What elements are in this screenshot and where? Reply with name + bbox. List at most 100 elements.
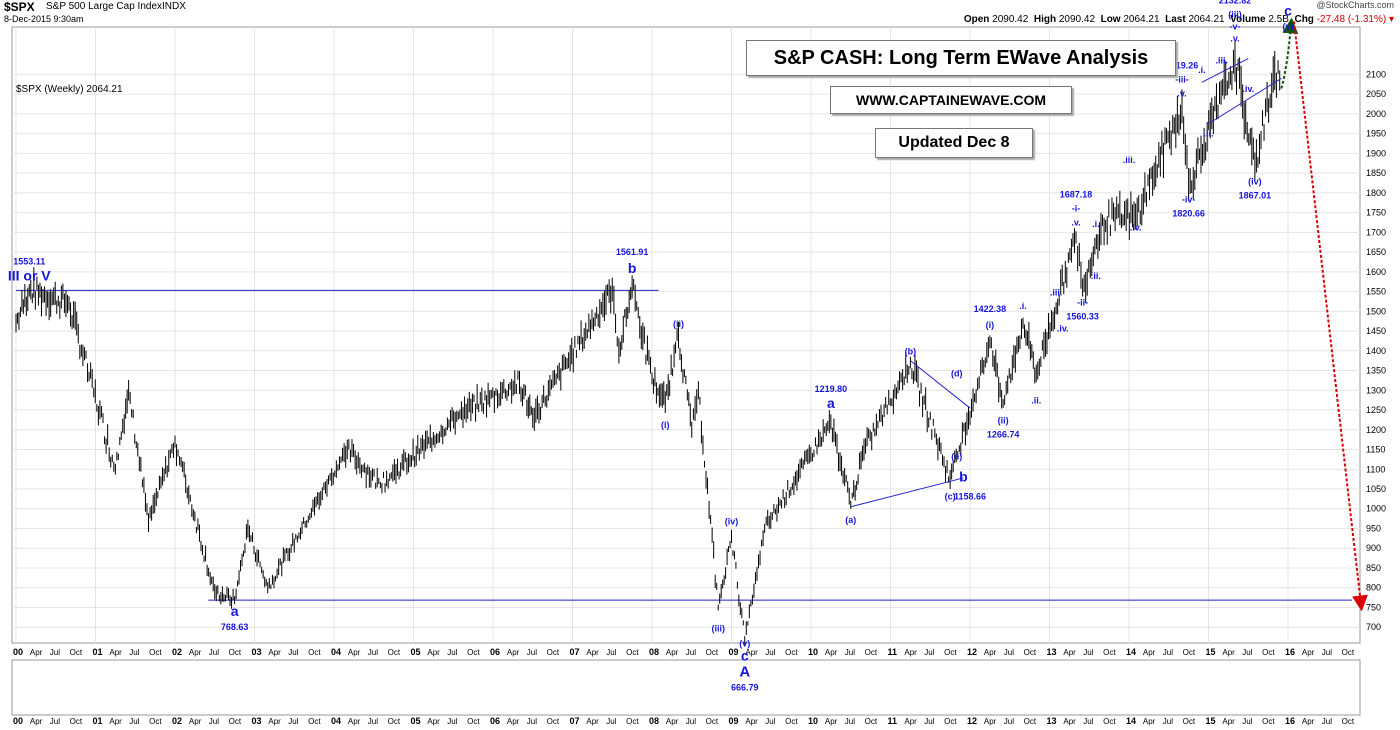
x-month-label: Oct xyxy=(785,648,798,657)
high-label: High xyxy=(1033,14,1057,25)
wave-label: b xyxy=(628,260,637,276)
x-year-label: 03 xyxy=(252,716,262,726)
y-tick-label: 1600 xyxy=(1366,267,1386,277)
wave-label: (iii) xyxy=(1228,9,1242,19)
x-month-label: Jul xyxy=(288,717,298,726)
x-month-label: Oct xyxy=(865,648,878,657)
x-year-label: 06 xyxy=(490,647,500,657)
y-tick-label: 1150 xyxy=(1366,445,1385,455)
x-axis: 00 Apr Jul Oct 01 Apr Jul Oct 02 Apr Jul Oct 03 Apr Ju… xyxy=(13,647,1355,726)
x-month-label: Apr xyxy=(427,648,440,657)
x-month-label: Oct xyxy=(547,648,560,657)
x-month-label: Oct xyxy=(944,717,957,726)
index-name: S&P 500 Large Cap Index xyxy=(46,1,163,12)
x-month-label: Apr xyxy=(586,648,599,657)
wave-label: III or V xyxy=(8,267,51,283)
wave-label: -i- xyxy=(1072,203,1081,213)
y-tick-label: 1950 xyxy=(1366,129,1386,139)
x-year-label: 12 xyxy=(967,647,977,657)
wave-label: .iv. xyxy=(1242,84,1254,94)
wave-label: .ii. xyxy=(1091,271,1101,281)
volume-label: Volume xyxy=(1230,14,1266,25)
x-month-label: Jul xyxy=(1083,717,1093,726)
wave-label: (e) xyxy=(951,451,962,461)
x-year-label: 15 xyxy=(1206,647,1216,657)
wave-label: 2019.26 xyxy=(1166,60,1199,70)
x-year-label: 04 xyxy=(331,716,341,726)
y-tick-label: 1450 xyxy=(1366,326,1386,336)
last-label: Last xyxy=(1165,14,1186,25)
x-month-label: Oct xyxy=(1103,648,1116,657)
x-month-label: Jul xyxy=(129,648,139,657)
x-month-label: Apr xyxy=(745,717,758,726)
x-month-label: Jul xyxy=(50,717,60,726)
x-year-label: 09 xyxy=(729,647,739,657)
low-value: 2064.21 xyxy=(1123,14,1160,25)
trendline xyxy=(910,360,971,409)
wave-label: 1422.38 xyxy=(974,304,1007,314)
wave-label: A xyxy=(739,663,750,680)
wave-label: .ii. xyxy=(1203,129,1213,139)
wave-label: (iii) xyxy=(712,623,726,633)
x-month-label: Apr xyxy=(904,648,917,657)
x-month-label: Oct xyxy=(1262,717,1275,726)
x-month-label: Apr xyxy=(745,648,758,657)
wave-label: .iii. xyxy=(1050,287,1063,297)
y-tick-label: 700 xyxy=(1366,622,1381,632)
x-month-label: Jul xyxy=(845,648,855,657)
x-month-label: Apr xyxy=(666,717,679,726)
x-year-label: 14 xyxy=(1126,716,1136,726)
wave-label: .ii. xyxy=(1031,395,1041,405)
x-year-label: 06 xyxy=(490,716,500,726)
wave-label: (b) xyxy=(905,347,917,357)
x-year-label: 16 xyxy=(1285,647,1295,657)
y-tick-label: 1850 xyxy=(1366,168,1386,178)
y-tick-label: 1300 xyxy=(1366,385,1386,395)
wave-label: (i) xyxy=(986,320,995,330)
x-month-label: Jul xyxy=(765,717,775,726)
y-tick-label: 2000 xyxy=(1366,109,1386,119)
x-month-label: Apr xyxy=(268,717,281,726)
x-month-label: Apr xyxy=(348,648,361,657)
x-month-label: Oct xyxy=(1103,717,1116,726)
gridlines xyxy=(12,27,1360,643)
x-month-label: Oct xyxy=(70,717,83,726)
x-month-label: Oct xyxy=(388,648,401,657)
title-box: S&P CASH: Long Term EWave Analysis xyxy=(746,40,1176,76)
source-link[interactable]: @StockCharts.com xyxy=(1316,0,1394,10)
x-month-label: Oct xyxy=(70,648,83,657)
wave-label: a xyxy=(827,395,835,411)
y-tick-label: 750 xyxy=(1366,602,1381,612)
volume-value: 2.5B xyxy=(1268,14,1289,25)
x-month-label: Apr xyxy=(348,717,361,726)
wave-label: .v. xyxy=(1177,88,1186,98)
x-month-label: Jul xyxy=(1322,648,1332,657)
x-year-label: 13 xyxy=(1047,647,1057,657)
x-month-label: Oct xyxy=(1342,717,1355,726)
x-month-label: Oct xyxy=(1024,717,1037,726)
x-month-label: Jul xyxy=(447,648,457,657)
wave-label: .i. xyxy=(1019,301,1027,311)
x-month-label: Jul xyxy=(1163,717,1173,726)
x-month-label: Apr xyxy=(1222,717,1235,726)
x-month-label: Oct xyxy=(1342,648,1355,657)
wave-label: b xyxy=(959,468,968,484)
x-month-label: Oct xyxy=(467,648,480,657)
x-month-label: Jul xyxy=(606,717,616,726)
x-month-label: Oct xyxy=(1262,648,1275,657)
x-month-label: Jul xyxy=(1242,717,1252,726)
x-month-label: Jul xyxy=(209,717,219,726)
x-month-label: Apr xyxy=(1302,717,1315,726)
x-month-label: Apr xyxy=(1143,648,1156,657)
updated-box: Updated Dec 8 xyxy=(875,128,1033,158)
x-year-label: 01 xyxy=(93,716,103,726)
x-month-label: Apr xyxy=(109,648,122,657)
low-label: Low xyxy=(1100,14,1121,25)
x-year-label: 10 xyxy=(808,716,818,726)
x-month-label: Oct xyxy=(229,648,242,657)
wave-label: 1158.66 xyxy=(954,492,986,502)
symbol: $SPX xyxy=(4,0,35,14)
x-month-label: Oct xyxy=(944,648,957,657)
website-box: WWW.CAPTAINEWAVE.COM xyxy=(830,86,1072,114)
